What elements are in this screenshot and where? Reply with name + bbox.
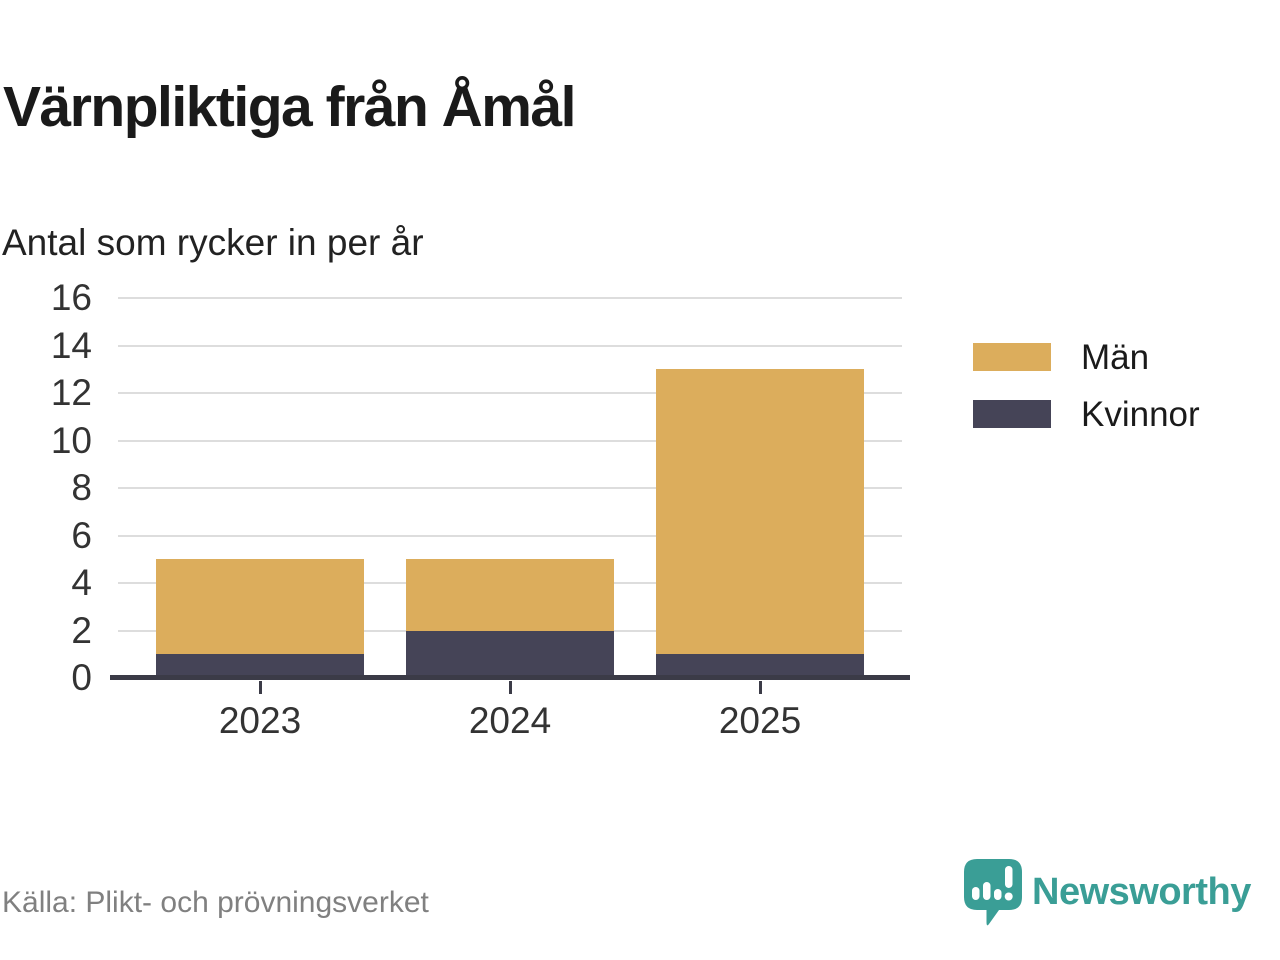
x-axis-tick-2024 (508, 681, 512, 694)
legend-swatch-women (973, 400, 1051, 428)
newsworthy-logo-text: Newsworthy (1032, 871, 1251, 913)
legend-item-women: Kvinnor (973, 397, 1200, 432)
gridline-y-14 (118, 344, 902, 347)
legend-swatch-men (973, 343, 1051, 371)
bar-men-2023 (156, 559, 364, 655)
y-axis-label-2: 2 (71, 609, 92, 651)
legend-item-men: Män (973, 340, 1200, 375)
x-axis-tick-2023 (258, 681, 262, 694)
bar-women-2024 (406, 630, 614, 678)
y-axis-label-8: 8 (71, 467, 92, 508)
legend: Män Kvinnor (973, 340, 1200, 457)
bar-women-2025 (656, 654, 864, 678)
y-axis-label-6: 6 (71, 514, 92, 556)
legend-label-men: Män (1081, 337, 1150, 377)
legend-label-women: Kvinnor (1081, 394, 1200, 434)
gridline-y-10 (118, 439, 902, 442)
y-axis-label-0: 0 (71, 657, 92, 698)
y-axis-label-16: 16 (50, 277, 92, 318)
bar-women-2023 (156, 654, 364, 678)
chart-subtitle: Antal som rycker in per år (2, 221, 424, 263)
x-axis-label-2024: 2024 (468, 700, 552, 741)
bar-men-2024 (406, 559, 614, 631)
newsworthy-logo-icon (964, 859, 1022, 926)
gridline-y-12 (118, 392, 902, 394)
bar-men-2025 (656, 369, 864, 655)
x-axis-label-2023: 2023 (218, 700, 302, 741)
x-axis-label-2025: 2025 (718, 700, 802, 741)
gridline-y-16 (118, 297, 902, 299)
chart-title: Värnpliktiga från Åmål (3, 75, 577, 140)
x-axis-tick-2025 (758, 681, 762, 694)
plot-area: 0 2 4 6 8 10 12 14 16 2023 2024 2025 (51, 277, 910, 741)
source-note: Källa: Plikt- och prövningsverket (2, 886, 429, 919)
y-axis-label-4: 4 (71, 562, 92, 603)
y-axis-label-10: 10 (50, 419, 92, 461)
x-axis-line (110, 675, 910, 680)
gridline-y-8 (118, 487, 902, 489)
y-axis-label-14: 14 (50, 324, 92, 366)
gridline-y-6 (118, 534, 902, 537)
y-axis-label-12: 12 (50, 372, 92, 413)
